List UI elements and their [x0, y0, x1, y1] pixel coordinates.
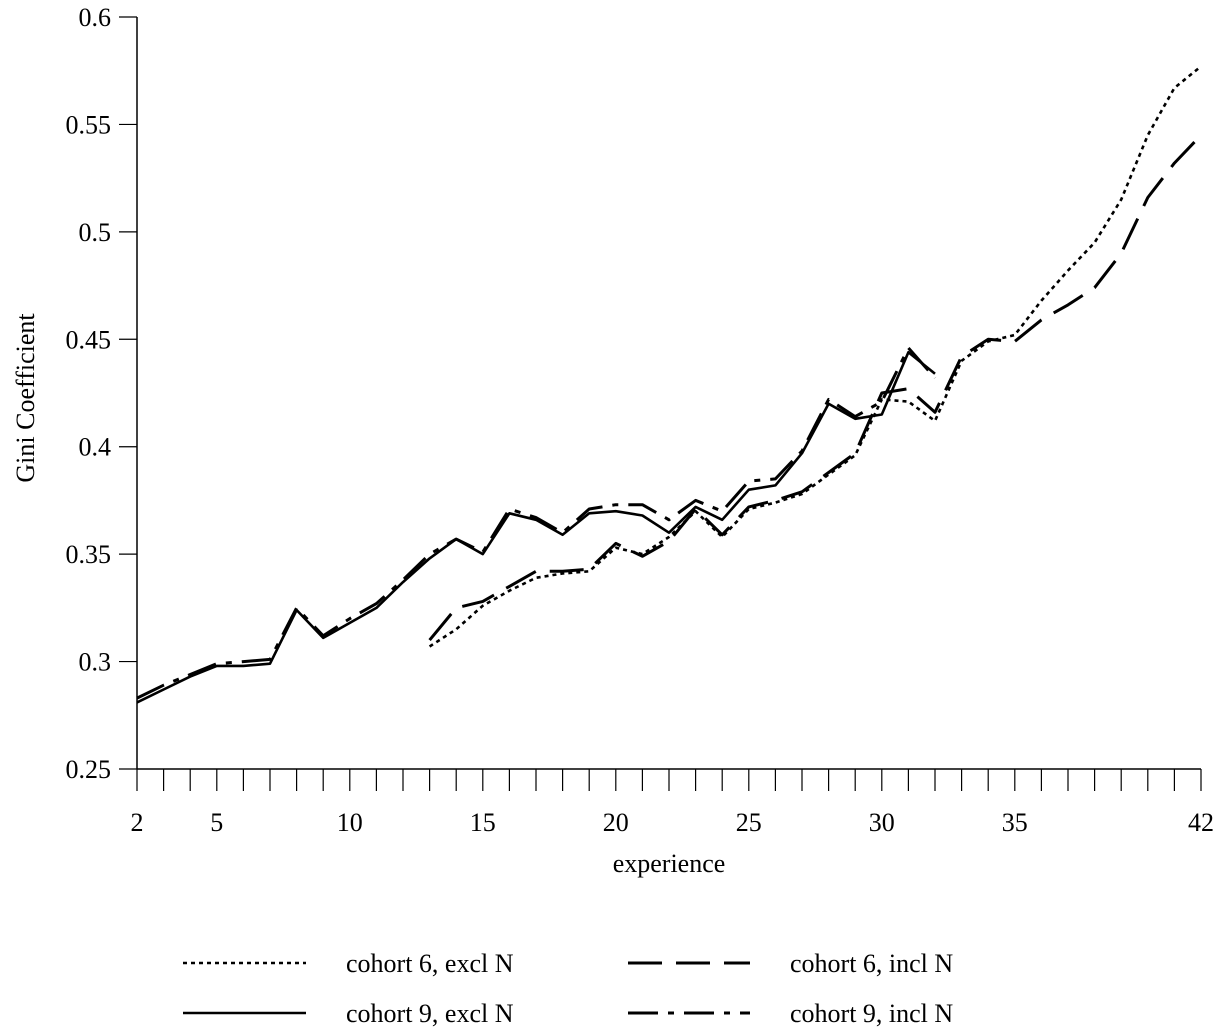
axes	[136, 17, 1201, 770]
y-tick-label: 0.45	[66, 325, 112, 354]
x-tick-label: 20	[603, 808, 629, 837]
series-line-cohort-9-incl-n	[136, 346, 937, 700]
x-tick-label: 5	[210, 808, 223, 837]
legend-label: cohort 6, incl N	[790, 949, 953, 978]
x-tick-label: 42	[1188, 808, 1214, 837]
series-line-cohort-9-excl-n	[136, 350, 936, 704]
y-tick-label: 0.6	[79, 3, 112, 32]
x-axis-title: experience	[613, 849, 726, 878]
x-tick-label: 15	[470, 808, 496, 837]
legend-label: cohort 9, excl N	[346, 999, 514, 1028]
y-tick-label: 0.5	[79, 218, 112, 247]
legend-label: cohort 9, incl N	[790, 999, 953, 1028]
series-lines	[136, 65, 1203, 704]
legend-label: cohort 6, excl N	[346, 949, 514, 978]
x-tick-label: 10	[337, 808, 363, 837]
legend: cohort 6, excl N cohort 6, incl N cohort 9…	[183, 949, 953, 1028]
x-tick-label: 2	[131, 808, 144, 837]
x-tick-label: 25	[736, 808, 762, 837]
x-tick-label: 30	[869, 808, 895, 837]
y-tick-label: 0.3	[79, 648, 112, 677]
axis-ticks: 0.250.30.350.40.450.50.550.62 5 10 15 20 25 30…	[66, 3, 1215, 837]
y-tick-label: 0.4	[79, 433, 112, 462]
y-axis-title: Gini Coefficient	[11, 313, 40, 483]
y-tick-label: 0.55	[66, 110, 112, 139]
series-line-cohort-6-excl-n	[428, 65, 1202, 648]
y-tick-label: 0.25	[66, 755, 112, 784]
x-tick-label: 35	[1002, 808, 1028, 837]
series-line-cohort-6-incl-n	[428, 134, 1203, 642]
y-tick-label: 0.35	[66, 540, 112, 569]
